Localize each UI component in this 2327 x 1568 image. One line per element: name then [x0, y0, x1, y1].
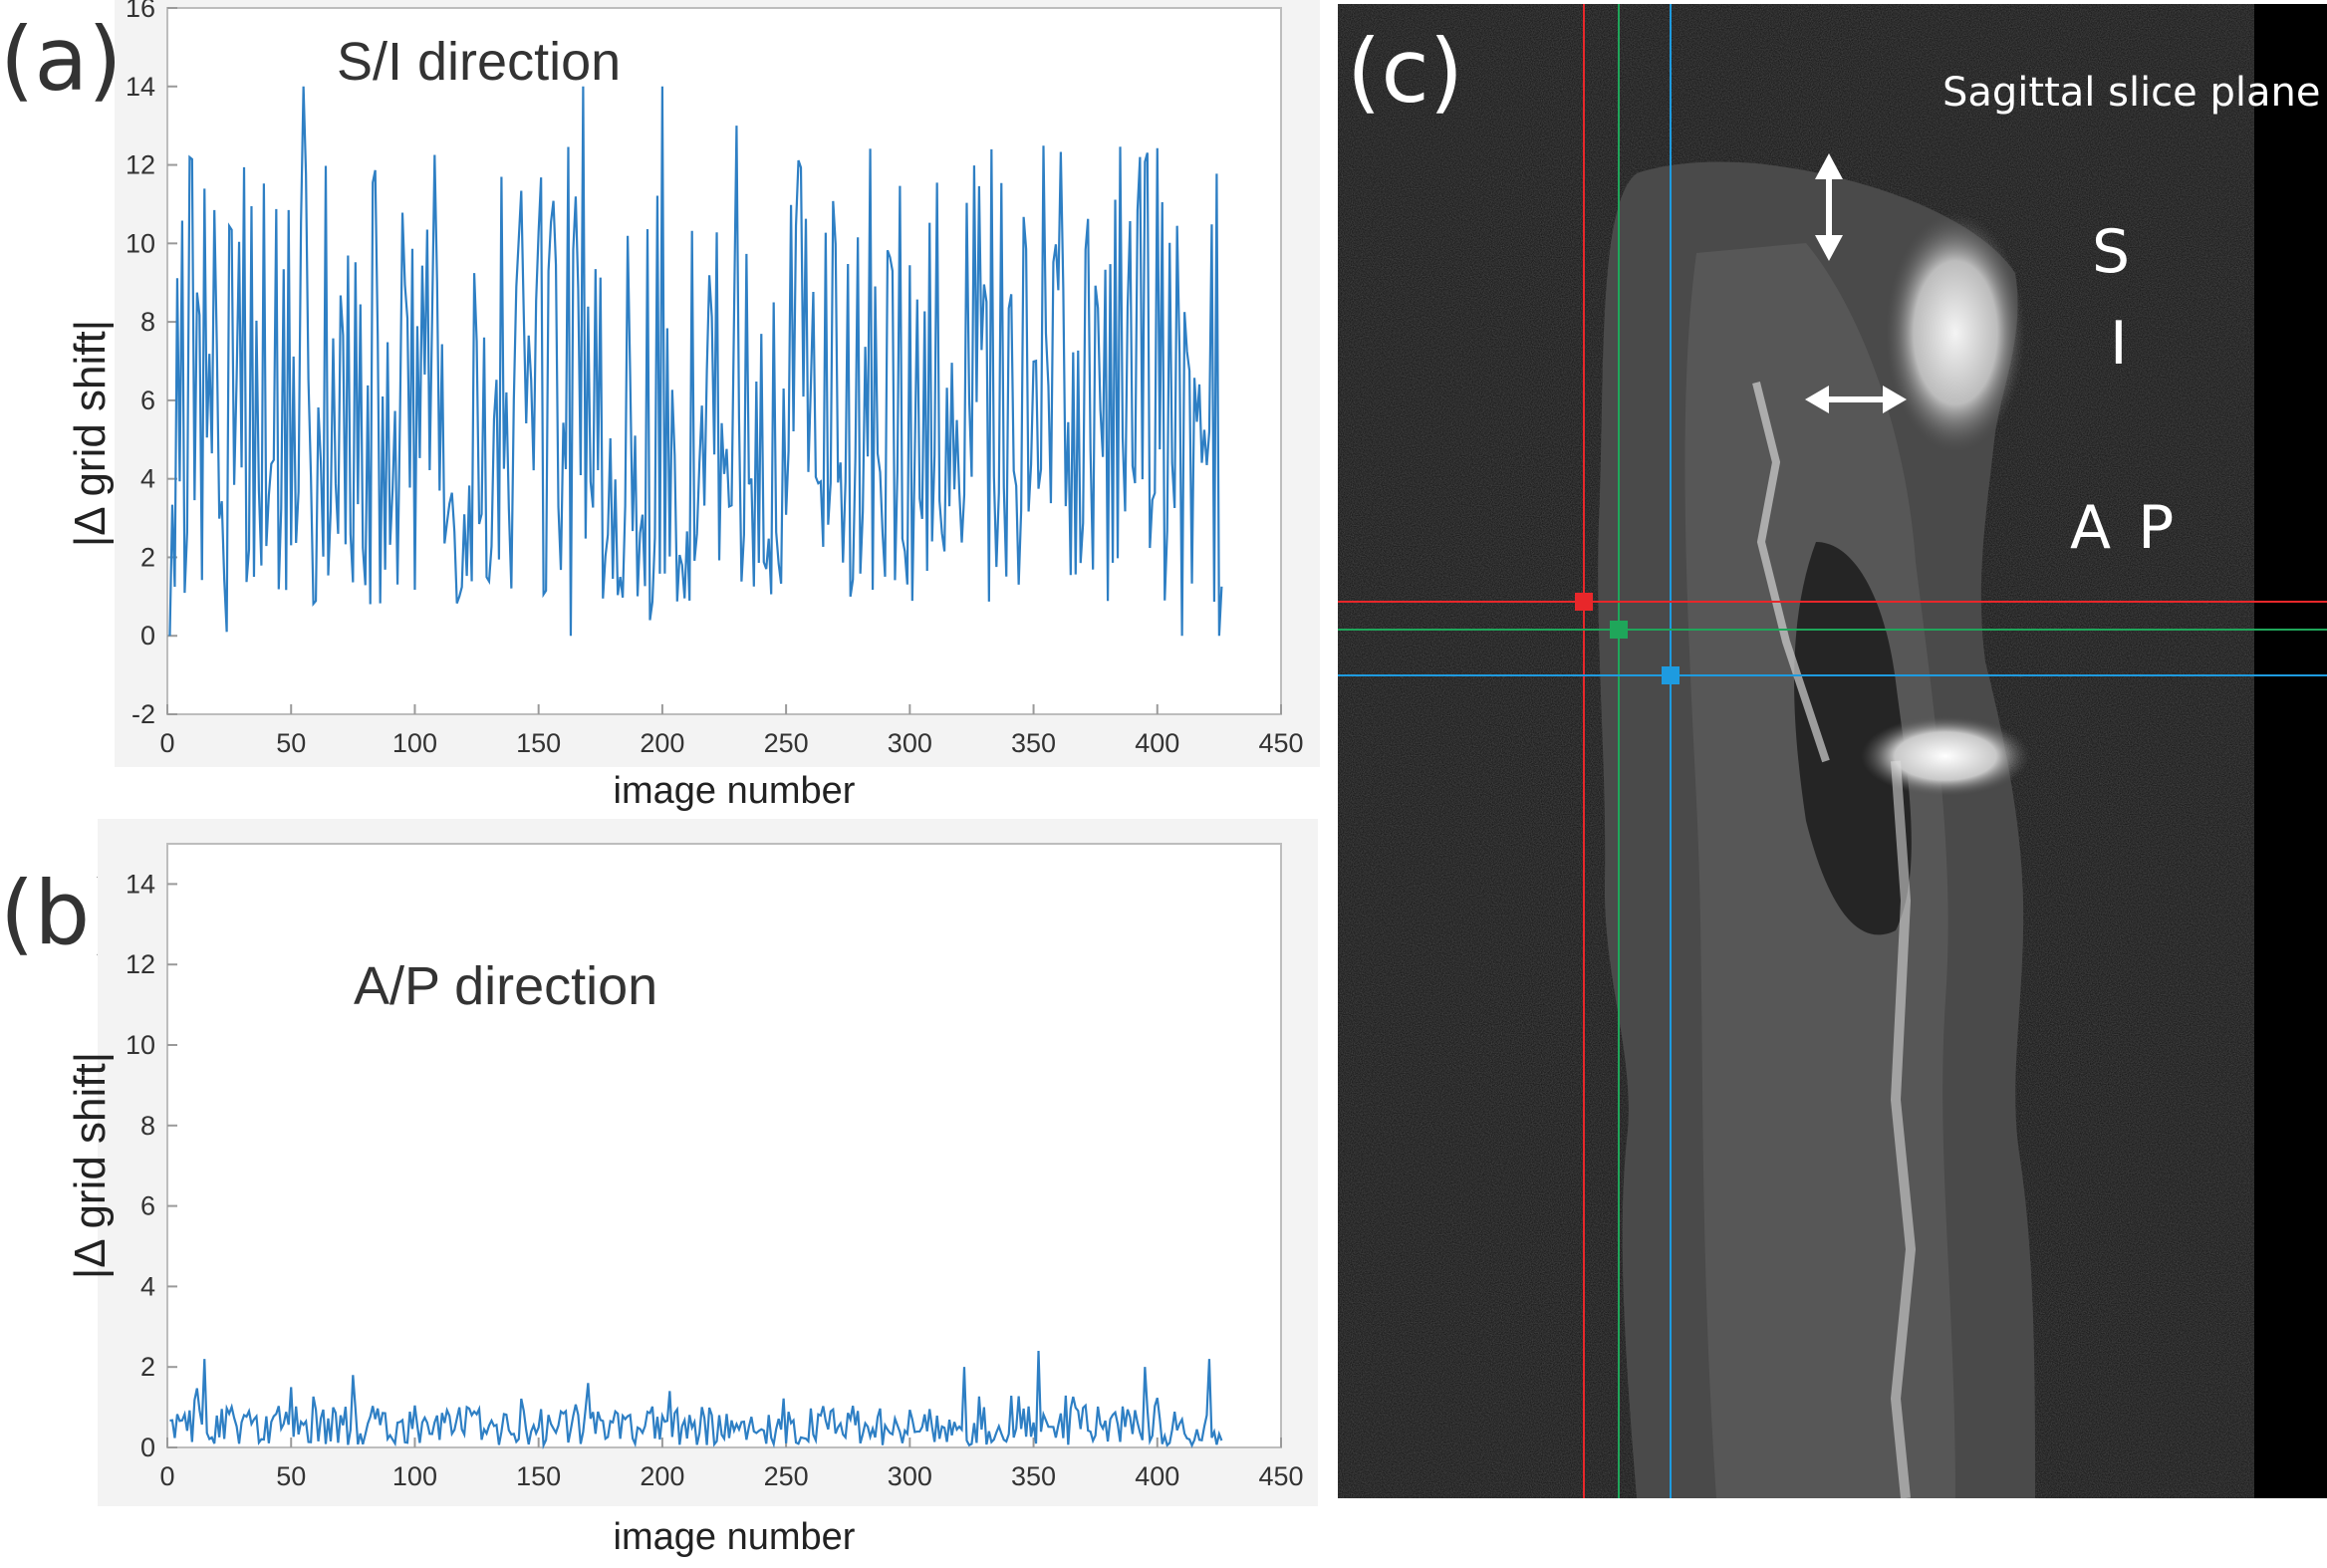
mri-slice-plane-label: Sagittal slice plane: [1942, 70, 2321, 116]
chart-b-xtick-label: 150: [516, 1461, 561, 1491]
chart-a-series: [168, 86, 1223, 637]
chart-a-series-line: [168, 86, 1223, 637]
si-label-i: I: [2110, 309, 2128, 379]
mri-right-border: [2254, 4, 2327, 1498]
chart-b-ylabel: |Δ grid shift|: [66, 1052, 115, 1279]
chart-a-ytick-label: 8: [140, 307, 155, 337]
mri-bright-region-upper: [1886, 213, 2025, 452]
chart-b-xtick-label: 350: [1011, 1461, 1056, 1491]
chart-a-ytick-label: 2: [140, 542, 155, 572]
mri-bright-region-lower: [1861, 716, 2030, 796]
chart-a-xlabel: image number: [614, 770, 856, 812]
chart-b-xtick-label: 200: [640, 1461, 684, 1491]
chart-a-ytick-label: 16: [126, 0, 155, 23]
chart-a-ytick-label: 6: [140, 386, 155, 415]
chart-b-ytick-label: 14: [126, 869, 155, 899]
chart-a-xtick-label: 250: [764, 728, 809, 758]
si-arrow-down-head: [1815, 235, 1843, 261]
chart-a-xtick-label: 350: [1011, 728, 1056, 758]
chart-b-xtick-label: 50: [276, 1461, 306, 1491]
chart-b-ytick-label: 4: [140, 1271, 155, 1301]
chart-b-ytick-label: 8: [140, 1111, 155, 1141]
chart-a-annotation: S/I direction: [337, 32, 621, 92]
chart-b-xtick-label: 450: [1258, 1461, 1303, 1491]
panel-a-letter: (a): [0, 8, 123, 111]
chart-a-ytick-label: 0: [140, 621, 155, 651]
mri-dark-cavity: [1794, 542, 1912, 935]
chart-b-xtick-label: 0: [159, 1461, 174, 1491]
chart-a-xtick-label: 0: [159, 728, 174, 758]
crosshair-green-marker: [1610, 621, 1628, 639]
chart-b-ytick-label: 0: [140, 1433, 155, 1462]
chart-a-xtick-label: 450: [1258, 728, 1303, 758]
mri-sagittal-image: [1338, 4, 2327, 1498]
chart-a-ytick-label: -2: [131, 699, 155, 729]
chart-b-axes: 0 50 100 150 200 250 300 350 400 450 0 2 4 6 8 10 12 14: [126, 843, 1304, 1491]
chart-b-xtick-label: 300: [888, 1461, 932, 1491]
chart-b-series: [169, 1351, 1223, 1450]
chart-b-annotation: A/P direction: [354, 956, 657, 1016]
chart-b-xtick-label: 250: [764, 1461, 809, 1491]
chart-a-ytick-label: 10: [126, 228, 155, 258]
mri-vessel-streak: [1752, 382, 1830, 763]
mri-image-svg: [1338, 4, 2327, 1498]
chart-b-plot-area: [166, 843, 1282, 1448]
chart-a-xtick-label: 400: [1135, 728, 1179, 758]
crosshair-blue-marker: [1662, 666, 1680, 684]
mri-spine-streak: [1890, 760, 1917, 1498]
si-label-s: S: [2092, 217, 2131, 287]
chart-a-ytick-label: 12: [126, 150, 155, 180]
ap-arrow-left-head: [1805, 386, 1829, 413]
si-arrow-up-head: [1815, 153, 1843, 179]
ap-label: A P: [2070, 493, 2179, 563]
chart-b-ytick-label: 12: [126, 949, 155, 979]
mri-inner-tissue: [1684, 243, 1955, 1498]
chart-a-xtick-label: 200: [640, 728, 684, 758]
chart-a-xtick-label: 50: [276, 728, 306, 758]
chart-b-ytick-label: 2: [140, 1352, 155, 1382]
chart-a-ylabel: |Δ grid shift|: [66, 320, 115, 547]
chart-a-xtick-label: 150: [516, 728, 561, 758]
crosshair-red-marker: [1575, 593, 1593, 611]
chart-b-xtick-label: 100: [392, 1461, 437, 1491]
ap-arrow-right-head: [1883, 386, 1907, 413]
chart-b-xtick-label: 400: [1135, 1461, 1179, 1491]
chart-b-series-line: [169, 1351, 1223, 1450]
chart-a-xtick-label: 300: [888, 728, 932, 758]
chart-a-ytick-label: 4: [140, 464, 155, 494]
chart-a-ytick-label: 14: [126, 72, 155, 102]
chart-b-xlabel: image number: [614, 1516, 856, 1558]
panel-c-letter: (c): [1347, 20, 1464, 123]
chart-a-xtick-label: 100: [392, 728, 437, 758]
chart-b-ytick-label: 6: [140, 1191, 155, 1221]
chart-b-ytick-label: 10: [126, 1030, 155, 1060]
